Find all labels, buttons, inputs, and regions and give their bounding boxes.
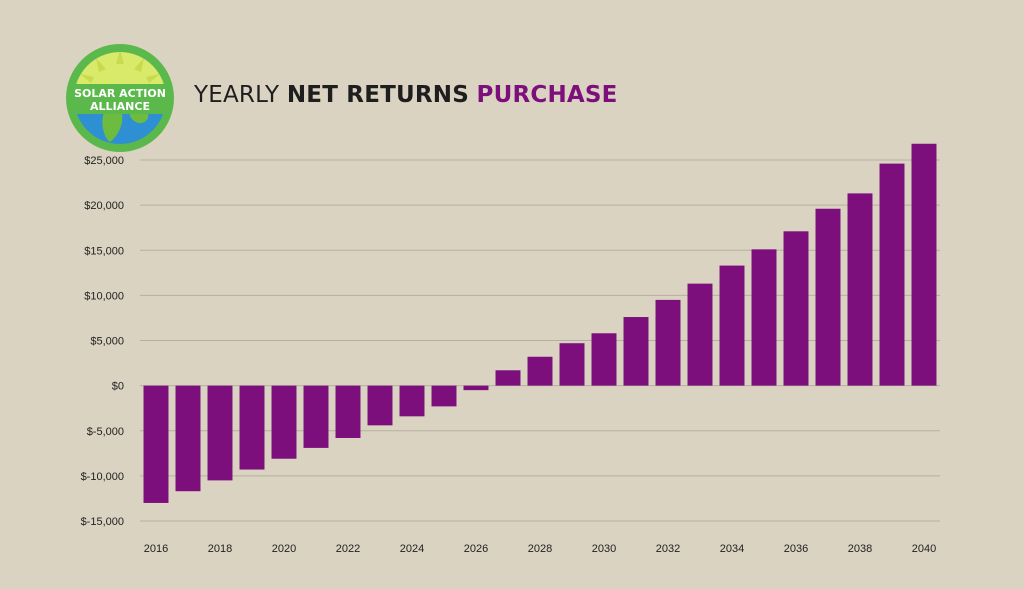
bar-2018	[207, 385, 233, 481]
logo-text-line-2: ALLIANCE	[90, 100, 150, 113]
bar-2022	[335, 385, 361, 438]
bar-2033	[687, 283, 713, 386]
bar-2034	[719, 265, 745, 386]
bar-2025	[431, 385, 457, 407]
bar-2038	[847, 193, 873, 386]
y-tick-label: $0	[112, 381, 124, 393]
x-tick-label: 2040	[912, 543, 936, 555]
y-tick-label: $-15,000	[81, 516, 124, 528]
bar-2026	[463, 385, 489, 391]
title-word-purchase: PURCHASE	[476, 82, 618, 108]
chart-title: YEARLY NET RETURNS PURCHASE	[194, 82, 618, 108]
x-tick-label: 2024	[400, 543, 424, 555]
bars	[143, 143, 937, 503]
bar-2039	[879, 163, 905, 386]
x-tick-label: 2018	[208, 543, 232, 555]
x-tick-label: 2016	[144, 543, 168, 555]
bar-2020	[271, 385, 297, 459]
x-tick-label: 2022	[336, 543, 360, 555]
bar-2023	[367, 385, 393, 426]
x-tick-label: 2036	[784, 543, 808, 555]
logo-banner	[70, 84, 170, 114]
x-tick-label: 2030	[592, 543, 616, 555]
bar-2040	[911, 143, 937, 386]
bar-2036	[783, 231, 809, 386]
x-tick-label: 2020	[272, 543, 296, 555]
bar-2029	[559, 343, 585, 386]
bar-2030	[591, 333, 617, 386]
x-tick-label: 2038	[848, 543, 872, 555]
y-tick-label: $10,000	[84, 290, 124, 302]
title-word-yearly: YEARLY	[194, 82, 280, 108]
bar-2031	[623, 317, 649, 386]
bar-2017	[175, 385, 201, 492]
y-tick-label: $-5,000	[87, 426, 124, 438]
y-axis-tick-labels: $25,000 $20,000 $15,000 $10,000 $5,000 $0 $-5,…	[81, 155, 124, 528]
logo-text-line-1: SOLAR ACTION	[74, 87, 166, 100]
x-axis-tick-labels: 2016 2018 2020 2022 2024 2026 2028 2030 2032 2034…	[144, 543, 936, 555]
bar-2016	[143, 385, 169, 503]
bar-2021	[303, 385, 329, 448]
bar-2035	[751, 249, 777, 386]
y-tick-label: $15,000	[84, 245, 124, 257]
y-tick-label: $5,000	[90, 336, 124, 348]
y-tick-label: $20,000	[84, 200, 124, 212]
solar-action-alliance-logo: SOLAR ACTION ALLIANCE	[66, 44, 174, 152]
title-word-net-returns: NET RETURNS	[286, 82, 469, 108]
x-tick-label: 2026	[464, 543, 488, 555]
bar-2019	[239, 385, 265, 470]
bar-2024	[399, 385, 425, 417]
bar-2027	[495, 370, 521, 386]
bar-2028	[527, 356, 553, 386]
bar-2037	[815, 208, 841, 386]
y-tick-label: $25,000	[84, 155, 124, 167]
y-tick-label: $-10,000	[81, 471, 124, 483]
x-tick-label: 2028	[528, 543, 552, 555]
bar-2032	[655, 299, 681, 386]
x-tick-label: 2034	[720, 543, 744, 555]
x-tick-label: 2032	[656, 543, 680, 555]
